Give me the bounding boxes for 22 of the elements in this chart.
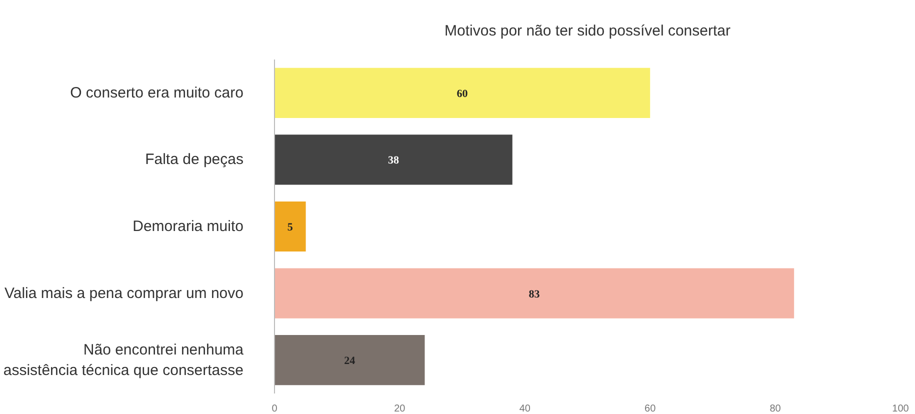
chart-title: Motivos por não ter sido possível consertar — [444, 22, 730, 40]
x-tick-label: 80 — [770, 404, 782, 414]
y-tick-label: Falta de peças — [145, 151, 244, 168]
y-tick-label: Demoraria muito — [132, 218, 244, 235]
bar — [274, 134, 512, 185]
data-label: 83 — [528, 288, 540, 300]
data-label: 38 — [388, 154, 400, 167]
y-tick-label: O conserto era muito caro — [70, 84, 244, 102]
x-tick-label: 40 — [519, 404, 531, 414]
y-tick-label: Valia mais a pena comprar um novo — [4, 284, 244, 302]
data-label: 5 — [287, 222, 294, 234]
bar — [274, 268, 794, 318]
x-tick-label: 100 — [892, 404, 910, 414]
bar — [274, 68, 650, 118]
x-tick-label: 20 — [394, 404, 406, 414]
data-label: 24 — [344, 355, 356, 368]
x-tick-label: 0 — [272, 404, 278, 414]
bar — [274, 201, 306, 252]
data-label: 60 — [456, 88, 468, 100]
bar — [274, 335, 425, 386]
x-tick-label: 60 — [644, 404, 656, 414]
y-tick-label: Não encontrei nenhuma assistência técnica que consertasse — [3, 341, 244, 379]
